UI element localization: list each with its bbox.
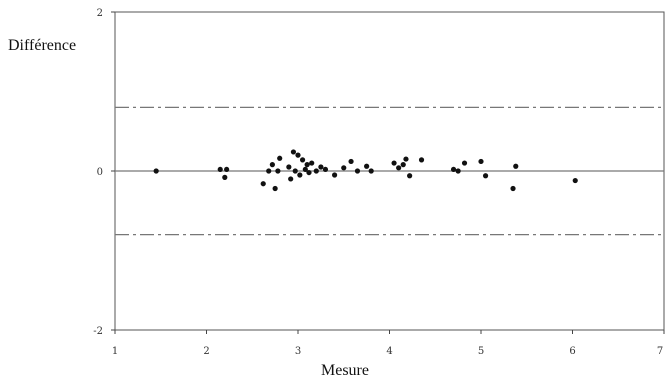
data-point bbox=[292, 168, 298, 174]
data-point bbox=[269, 162, 275, 168]
data-point bbox=[407, 173, 413, 179]
data-point bbox=[572, 177, 578, 184]
x-tick-label: 4 bbox=[386, 346, 392, 357]
data-point bbox=[403, 156, 409, 162]
data-point bbox=[299, 157, 306, 163]
x-tick-label: 6 bbox=[569, 346, 575, 357]
data-point bbox=[461, 160, 468, 166]
data-point bbox=[290, 149, 297, 155]
y-axis: 2 0 -2 bbox=[93, 8, 115, 337]
data-point bbox=[341, 165, 347, 171]
data-point bbox=[450, 166, 457, 173]
y-tick-label: 2 bbox=[97, 8, 103, 19]
x-tick-label: 7 bbox=[657, 346, 663, 357]
data-point bbox=[510, 185, 516, 192]
data-point bbox=[288, 176, 294, 182]
data-point bbox=[455, 168, 461, 174]
data-point bbox=[297, 172, 303, 178]
data-point bbox=[348, 158, 354, 165]
data-point bbox=[309, 160, 315, 166]
x-tick-label: 5 bbox=[478, 346, 484, 357]
data-point bbox=[304, 162, 310, 168]
data-point bbox=[260, 181, 266, 187]
data-point bbox=[354, 168, 361, 174]
data-point bbox=[275, 168, 281, 174]
data-point bbox=[224, 166, 230, 173]
data-point bbox=[478, 158, 484, 165]
y-tick-label: 0 bbox=[97, 167, 103, 178]
x-tick-label: 2 bbox=[203, 346, 209, 357]
data-point bbox=[482, 173, 489, 179]
x-tick-label: 1 bbox=[112, 346, 118, 357]
data-point bbox=[318, 164, 324, 170]
data-point bbox=[364, 163, 370, 169]
data-point bbox=[513, 163, 519, 169]
data-point bbox=[391, 160, 397, 166]
data-point bbox=[400, 162, 406, 168]
data-point bbox=[295, 152, 301, 158]
x-axis: 1 2 3 4 5 6 7 bbox=[112, 330, 665, 357]
data-point bbox=[272, 185, 278, 192]
data-point bbox=[302, 166, 308, 173]
data-points bbox=[153, 149, 578, 192]
data-point bbox=[266, 168, 272, 174]
data-point bbox=[322, 166, 329, 173]
data-point bbox=[222, 174, 228, 180]
reference-lines bbox=[115, 106, 664, 236]
data-point bbox=[396, 165, 402, 171]
x-tick-label: 3 bbox=[295, 346, 301, 357]
data-point bbox=[217, 166, 223, 173]
data-point bbox=[368, 168, 374, 174]
y-axis-title: Différence bbox=[8, 37, 76, 54]
data-point bbox=[277, 155, 283, 161]
data-point bbox=[313, 168, 319, 174]
data-point bbox=[153, 168, 159, 174]
data-point bbox=[418, 157, 425, 163]
data-point bbox=[332, 172, 338, 178]
x-axis-title: Mesure bbox=[321, 362, 369, 379]
data-point bbox=[306, 169, 312, 176]
data-point bbox=[286, 164, 292, 170]
y-tick-label: -2 bbox=[93, 326, 103, 337]
